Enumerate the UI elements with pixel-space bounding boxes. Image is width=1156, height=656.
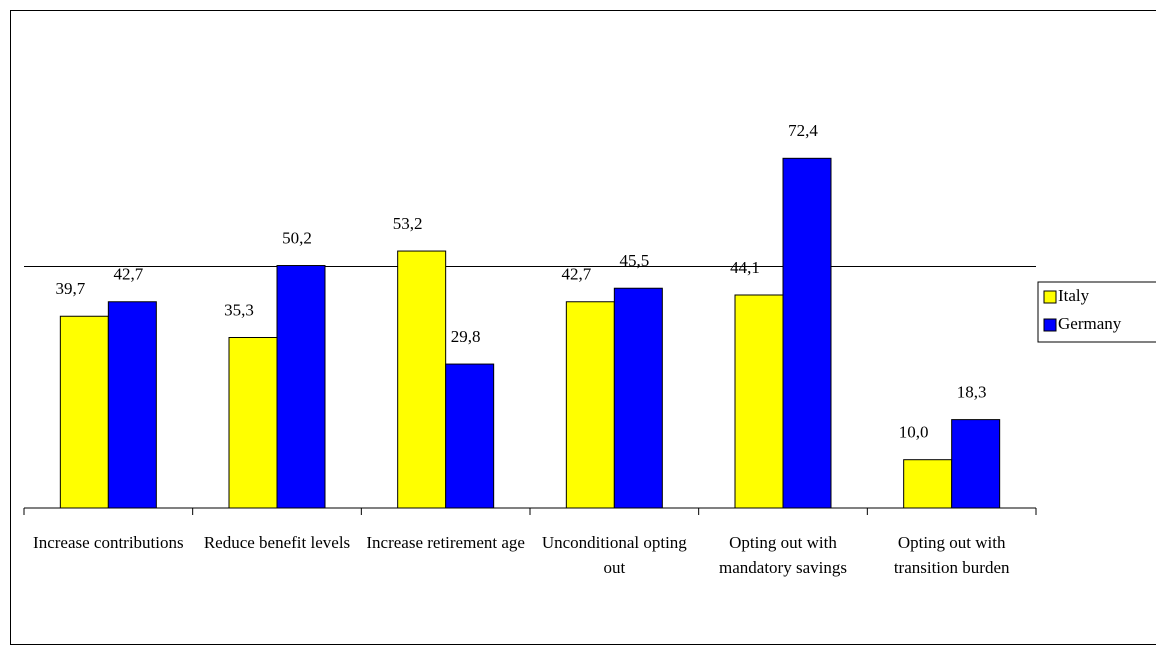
x-tick-label: Increase retirement age [366,533,525,552]
value-label: 42,7 [561,265,591,284]
bar [445,363,495,509]
value-label: 72,4 [788,121,818,140]
bar [782,157,832,509]
value-label: 42,7 [113,265,143,284]
x-tick-label: Unconditional opting out [541,533,687,577]
legend-box [1037,281,1156,343]
x-tick-label: Opting out with transition burden [893,533,1010,577]
value-label: 53,2 [393,214,423,233]
legend-swatch [1043,318,1057,332]
value-label: 44,1 [730,258,760,277]
bar [565,301,615,509]
bar [107,301,157,509]
x-tick-label: Increase contributions [33,533,184,552]
bar [613,287,663,509]
value-label: 35,3 [224,300,254,319]
bar [397,250,447,509]
x-tick-label: Opting out with mandatory savings [719,533,847,577]
legend-label: Germany [1058,314,1122,333]
legend-swatch [1043,290,1057,304]
value-label: 50,2 [282,228,312,247]
value-label: 29,8 [451,327,481,346]
bar [276,265,326,509]
value-label: 10,0 [899,423,929,442]
bar [59,315,109,509]
bar [903,459,953,509]
value-label: 45,5 [619,251,649,270]
x-tick-label: Reduce benefit levels [203,533,351,552]
bar [951,419,1001,509]
legend-label: Italy [1058,286,1090,305]
value-label: 39,7 [55,279,85,298]
bar [734,294,784,509]
value-label: 18,3 [957,383,987,402]
bar [228,337,278,509]
chart-frame [10,10,1156,645]
